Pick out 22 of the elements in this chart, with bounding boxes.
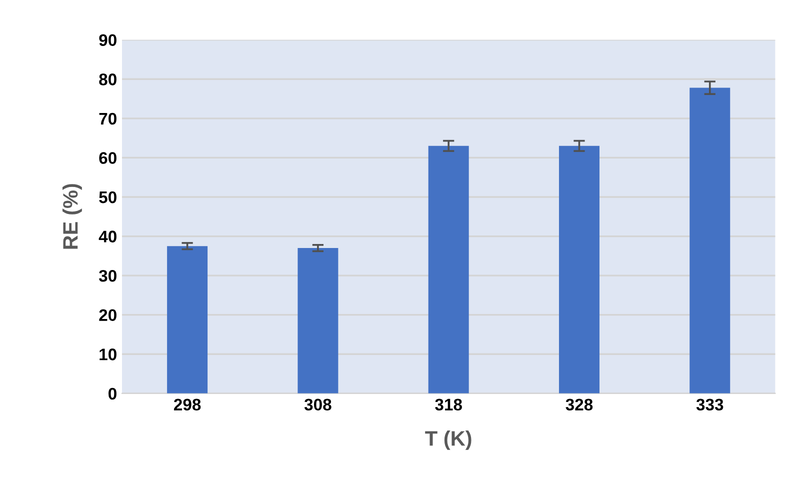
x-tick-label: 328	[566, 398, 593, 411]
y-tick-label: 60	[99, 152, 116, 164]
bar	[298, 248, 338, 394]
x-tick-label: 318	[435, 398, 462, 411]
bar	[428, 146, 469, 394]
y-tick-label: 40	[98, 230, 116, 242]
y-axis-title: RE (%)	[62, 184, 82, 249]
x-tick-label: 333	[696, 398, 724, 411]
y-tick-label: 30	[98, 270, 116, 282]
bar	[167, 246, 208, 394]
y-tick-label: 0	[108, 388, 116, 400]
x-tick-label: 298	[174, 398, 201, 411]
y-tick-label: 80	[99, 74, 116, 86]
y-tick-label: 10	[100, 348, 116, 360]
bar	[690, 88, 730, 394]
y-tick-label: 20	[99, 309, 116, 322]
y-tick-label: 50	[99, 191, 116, 204]
x-tick-label: 308	[304, 398, 332, 411]
x-axis-title: T (K)	[425, 430, 472, 450]
y-tick-label: 70	[99, 112, 116, 125]
y-tick-label: 90	[99, 34, 116, 46]
bar	[558, 146, 600, 394]
